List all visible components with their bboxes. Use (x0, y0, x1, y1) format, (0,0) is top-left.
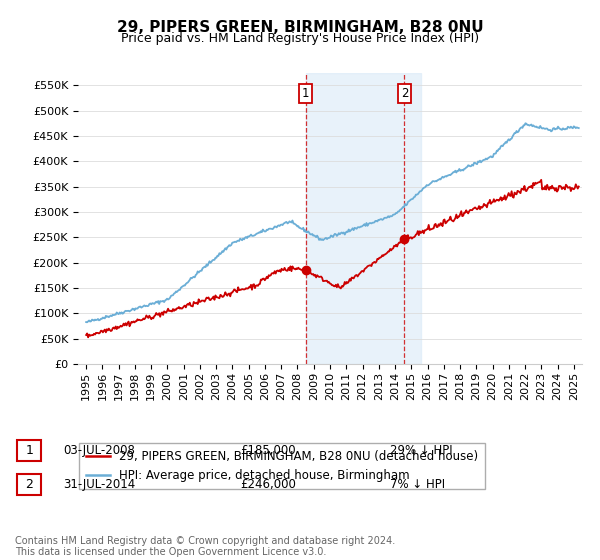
Bar (305, 73, 421, 364)
Text: Price paid vs. HM Land Registry's House Price Index (HPI): Price paid vs. HM Land Registry's House … (121, 32, 479, 45)
Text: 1: 1 (302, 87, 310, 100)
Text: 2: 2 (25, 478, 34, 491)
Text: 03-JUL-2008: 03-JUL-2008 (63, 444, 135, 458)
Bar (17, 474, 41, 494)
Text: 2: 2 (401, 87, 408, 100)
Text: 29% ↓ HPI: 29% ↓ HPI (390, 444, 452, 458)
Legend: 29, PIPERS GREEN, BIRMINGHAM, B28 0NU (detached house), HPI: Average price, deta: 29, PIPERS GREEN, BIRMINGHAM, B28 0NU (d… (79, 443, 485, 489)
Text: 7% ↓ HPI: 7% ↓ HPI (390, 478, 445, 491)
Text: 1: 1 (25, 444, 34, 458)
Text: £246,000: £246,000 (240, 478, 296, 491)
Text: Contains HM Land Registry data © Crown copyright and database right 2024.
This d: Contains HM Land Registry data © Crown c… (15, 535, 395, 557)
Text: 31-JUL-2014: 31-JUL-2014 (63, 478, 135, 491)
Bar (17, 441, 41, 461)
Text: 29, PIPERS GREEN, BIRMINGHAM, B28 0NU: 29, PIPERS GREEN, BIRMINGHAM, B28 0NU (116, 20, 484, 35)
Text: £185,000: £185,000 (240, 444, 296, 458)
